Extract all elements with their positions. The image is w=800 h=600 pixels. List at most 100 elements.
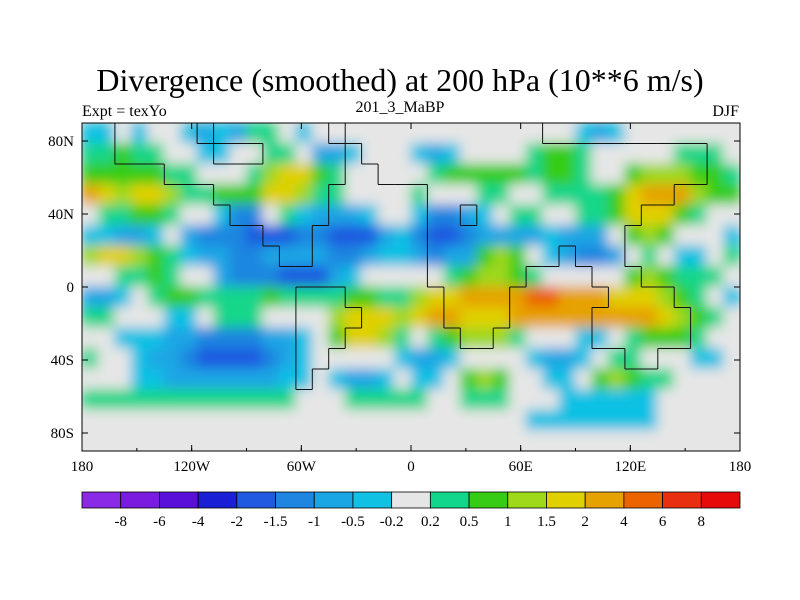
field-cell — [97, 368, 116, 390]
field-cell — [377, 266, 396, 288]
field-cell — [213, 123, 231, 144]
field-cell — [311, 409, 330, 431]
field-cell — [147, 123, 165, 144]
field-cell — [591, 409, 609, 431]
field-cell — [575, 389, 593, 411]
field-cell — [426, 143, 445, 165]
field-cell — [213, 409, 231, 431]
field-cell — [542, 409, 560, 431]
field-cell — [591, 225, 609, 247]
field-cell — [114, 123, 132, 144]
colorbar-swatch — [197, 491, 238, 509]
field-cell — [163, 286, 182, 308]
field-cell — [525, 348, 544, 370]
field-cell — [640, 327, 659, 349]
field-cell — [344, 225, 363, 247]
field-cell — [130, 409, 149, 431]
field-cell — [673, 266, 692, 288]
field-cell — [607, 389, 626, 411]
field-cell — [410, 307, 428, 329]
field-cell — [476, 327, 494, 349]
field-cell — [344, 348, 363, 370]
field-cell — [673, 204, 692, 226]
field-cell — [542, 143, 560, 165]
field-cell — [246, 245, 264, 267]
field-cell — [328, 348, 346, 370]
field-cell — [246, 163, 264, 185]
field-cell — [295, 409, 313, 431]
field-cell — [229, 389, 247, 411]
field-cell — [476, 123, 494, 144]
field-cell — [82, 327, 99, 349]
field-cell — [196, 123, 215, 144]
field-cell — [476, 204, 494, 226]
field-cell — [673, 389, 692, 411]
field-cell — [509, 368, 527, 390]
field-cell — [673, 430, 692, 451]
field-cell — [443, 389, 461, 411]
field-cell — [624, 143, 642, 165]
field-cell — [114, 245, 132, 267]
field-cell — [97, 245, 116, 267]
field-cell — [575, 348, 593, 370]
field-cell — [443, 348, 461, 370]
field-cell — [163, 123, 182, 144]
field-cell — [673, 143, 692, 165]
field-cell — [196, 368, 215, 390]
field-cell — [377, 307, 396, 329]
field-cell — [213, 225, 231, 247]
field-cell — [344, 266, 363, 288]
field-cell — [509, 348, 527, 370]
field-cell — [575, 368, 593, 390]
field-cell — [163, 307, 182, 329]
field-cell — [673, 307, 692, 329]
field-cell — [657, 327, 675, 349]
field-cell — [640, 204, 659, 226]
colorbar-swatch — [584, 491, 625, 509]
field-cell — [229, 327, 247, 349]
field-cell — [196, 245, 215, 267]
field-cell — [575, 245, 593, 267]
field-cell — [640, 143, 659, 165]
field-cell — [492, 184, 511, 206]
x-tick-label: 60W — [287, 459, 317, 475]
field-cell — [542, 266, 560, 288]
field-cell — [542, 204, 560, 226]
field-cell — [196, 184, 215, 206]
field-cell — [278, 184, 297, 206]
field-cell — [196, 327, 215, 349]
field-cell — [459, 123, 478, 144]
field-cell — [657, 348, 675, 370]
field-cell — [394, 143, 412, 165]
chart-title: Divergence (smoothed) at 200 hPa (10**6 … — [96, 62, 704, 98]
field-cell — [246, 307, 264, 329]
field-cell — [97, 348, 116, 370]
field-cell — [114, 430, 132, 451]
field-cell — [97, 123, 116, 144]
field-cell — [723, 143, 740, 165]
field-cell — [114, 389, 132, 411]
field-cell — [377, 348, 396, 370]
field-cell — [344, 430, 363, 451]
field-cell — [147, 368, 165, 390]
field-cell — [492, 204, 511, 226]
field-cell — [509, 266, 527, 288]
field-cell — [673, 245, 692, 267]
field-cell — [624, 266, 642, 288]
field-cell — [377, 184, 396, 206]
field-cell — [426, 430, 445, 451]
field-cell — [575, 123, 593, 144]
field-cell — [163, 245, 182, 267]
field-cell — [657, 430, 675, 451]
field-cell — [575, 225, 593, 247]
field-cell — [180, 389, 198, 411]
field-cell — [509, 430, 527, 451]
field-cell — [82, 307, 99, 329]
field-cell — [311, 307, 330, 329]
field-cell — [344, 245, 363, 267]
field-cell — [690, 204, 708, 226]
colorbar-swatch — [468, 491, 509, 509]
field-cell — [640, 368, 659, 390]
field-cell — [147, 163, 165, 185]
field-cell — [706, 389, 725, 411]
